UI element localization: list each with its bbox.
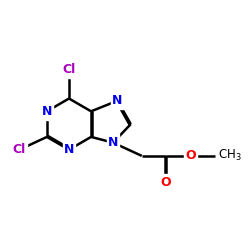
Text: O: O	[161, 176, 172, 189]
Bar	[111, 92, 124, 109]
Text: Cl: Cl	[62, 63, 76, 76]
Bar	[107, 134, 119, 151]
Bar	[184, 148, 196, 164]
Text: N: N	[42, 105, 52, 118]
Text: N: N	[112, 94, 123, 107]
Text: O: O	[185, 150, 196, 162]
Bar	[63, 141, 75, 158]
Bar	[12, 141, 27, 158]
Bar	[61, 62, 77, 78]
Bar	[41, 103, 53, 120]
Bar	[160, 174, 172, 191]
Text: N: N	[64, 143, 74, 156]
Text: CH$_3$: CH$_3$	[218, 148, 242, 164]
Text: Cl: Cl	[13, 143, 26, 156]
Text: N: N	[108, 136, 118, 149]
